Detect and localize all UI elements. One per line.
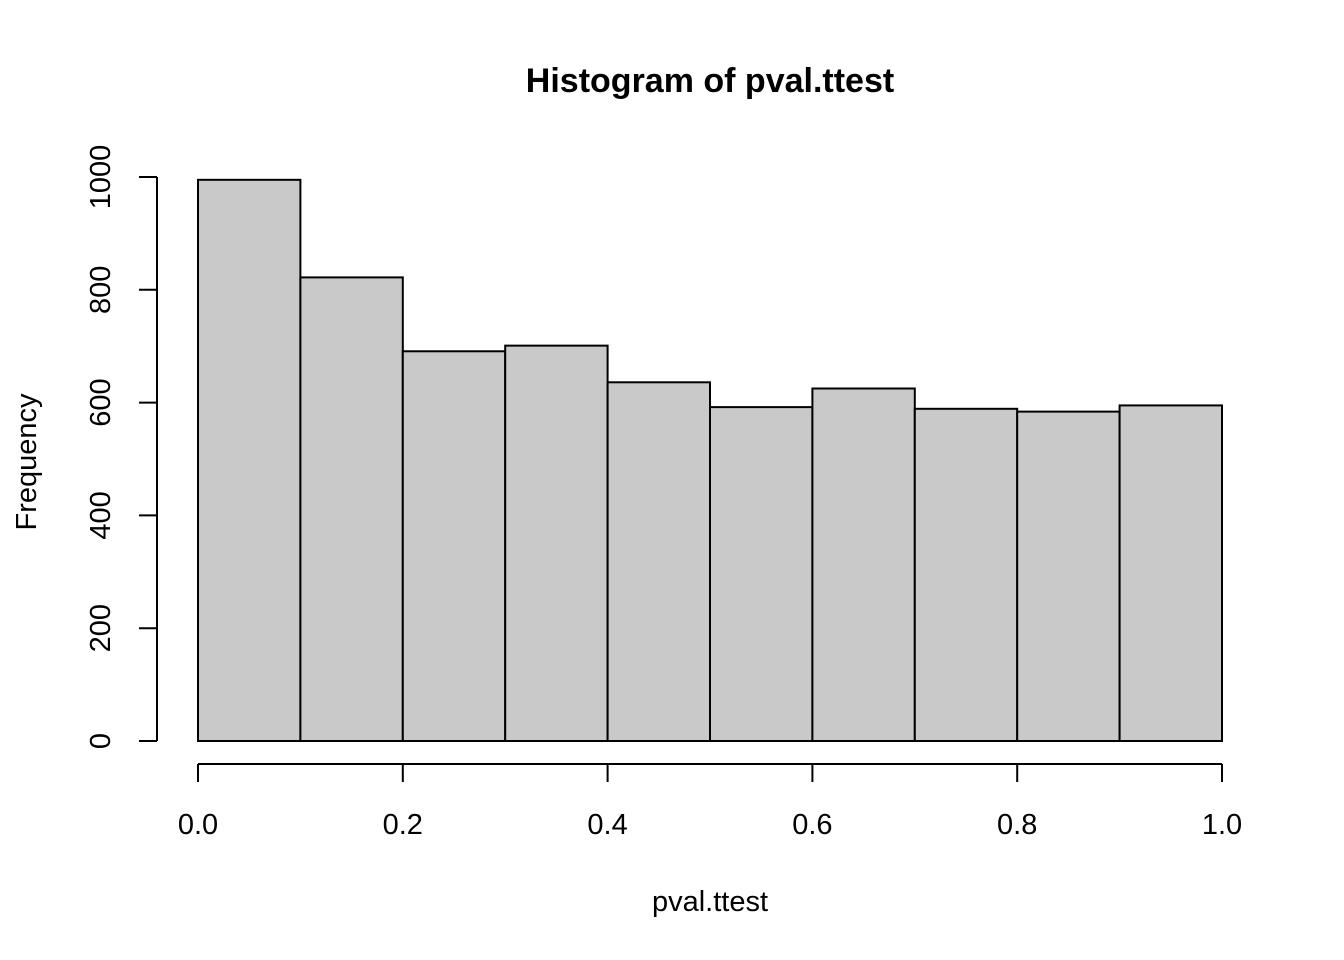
histogram-bar-6	[811, 387, 916, 742]
x-tick-label-2: 0.4	[587, 809, 627, 841]
x-ticks-group: 0.0 0.2 0.4 0.6 0.8 1.0	[178, 764, 1242, 841]
histogram-bar-2	[401, 350, 507, 742]
histogram-bar-9	[1118, 404, 1223, 742]
y-tick-label-5: 1000	[85, 145, 117, 210]
histogram-bar-0	[197, 178, 302, 742]
histogram-bar-7	[913, 407, 1019, 742]
x-axis-label: pval.ttest	[652, 886, 768, 918]
y-axis-label: Frequency	[11, 393, 43, 531]
histogram-bar-5	[709, 406, 814, 742]
y-ticks-group: 0 200 400 600 800 1000	[85, 145, 157, 749]
y-tick-label-1: 200	[85, 604, 117, 652]
y-tick-label-3: 600	[85, 378, 117, 426]
histogram-bar-8	[1016, 410, 1121, 742]
x-tick-label-4: 0.8	[997, 809, 1037, 841]
x-tick-label-3: 0.6	[792, 809, 832, 841]
y-tick-label-4: 800	[85, 266, 117, 314]
histogram-bar-1	[299, 276, 404, 742]
x-tick-label-0: 0.0	[178, 809, 218, 841]
y-tick-label-0: 0	[85, 733, 117, 749]
histogram-bar-3	[504, 344, 609, 742]
x-tick-label-5: 1.0	[1202, 809, 1242, 841]
histogram-bar-4	[606, 381, 711, 742]
bars-group	[197, 178, 1223, 742]
x-tick-label-1: 0.2	[383, 809, 423, 841]
y-tick-label-2: 400	[85, 491, 117, 539]
chart-title: Histogram of pval.ttest	[526, 62, 894, 100]
